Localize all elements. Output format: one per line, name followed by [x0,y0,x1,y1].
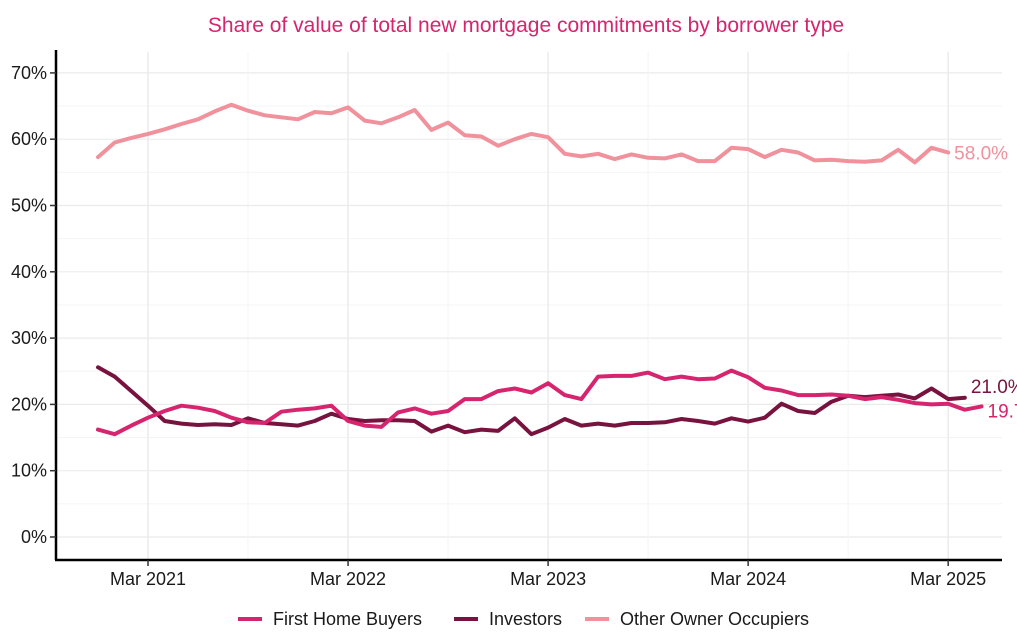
x-tick-label: Mar 2023 [510,569,586,589]
series-line-first-home-buyers [96,368,984,437]
x-tick-label: Mar 2022 [310,569,386,589]
x-tick-label: Mar 2024 [710,569,786,589]
legend-label: Other Owner Occupiers [620,609,809,629]
y-tick-label: 70% [11,63,47,83]
x-tick-labels: Mar 2021 Mar 2022 Mar 2023 Mar 2024 Mar 2025 [110,569,986,589]
y-tick-label: 50% [11,196,47,216]
legend: First Home Buyers Investors Other Owner Oc… [238,609,809,629]
y-tick-label: 60% [11,129,47,149]
grid-lines [56,52,1002,560]
y-tick-label: 0% [21,527,47,547]
y-tick-labels: 0% 10% 20% 30% 40% 50% 60% 70% [11,63,47,547]
y-tick-label: 30% [11,328,47,348]
end-label-other-owner-occupiers: 58.0% [954,143,1008,164]
y-tick-label: 10% [11,461,47,481]
series-line-investors [96,365,967,437]
y-tick-label: 40% [11,262,47,282]
axes [50,50,1002,566]
y-tick-label: 20% [11,394,47,414]
chart-title: Share of value of total new mortgage com… [208,14,844,37]
series-lines [96,102,984,437]
x-tick-label: Mar 2021 [110,569,186,589]
end-labels: 19.7% 21.0% 58.0% [954,143,1017,422]
series-line-other-owner-occupiers [96,102,951,165]
end-label-first-home-buyers: 19.7% [988,401,1017,422]
legend-label: Investors [489,609,562,629]
x-tick-label: Mar 2025 [910,569,986,589]
legend-label: First Home Buyers [273,609,422,629]
end-label-investors: 21.0% [971,377,1017,398]
